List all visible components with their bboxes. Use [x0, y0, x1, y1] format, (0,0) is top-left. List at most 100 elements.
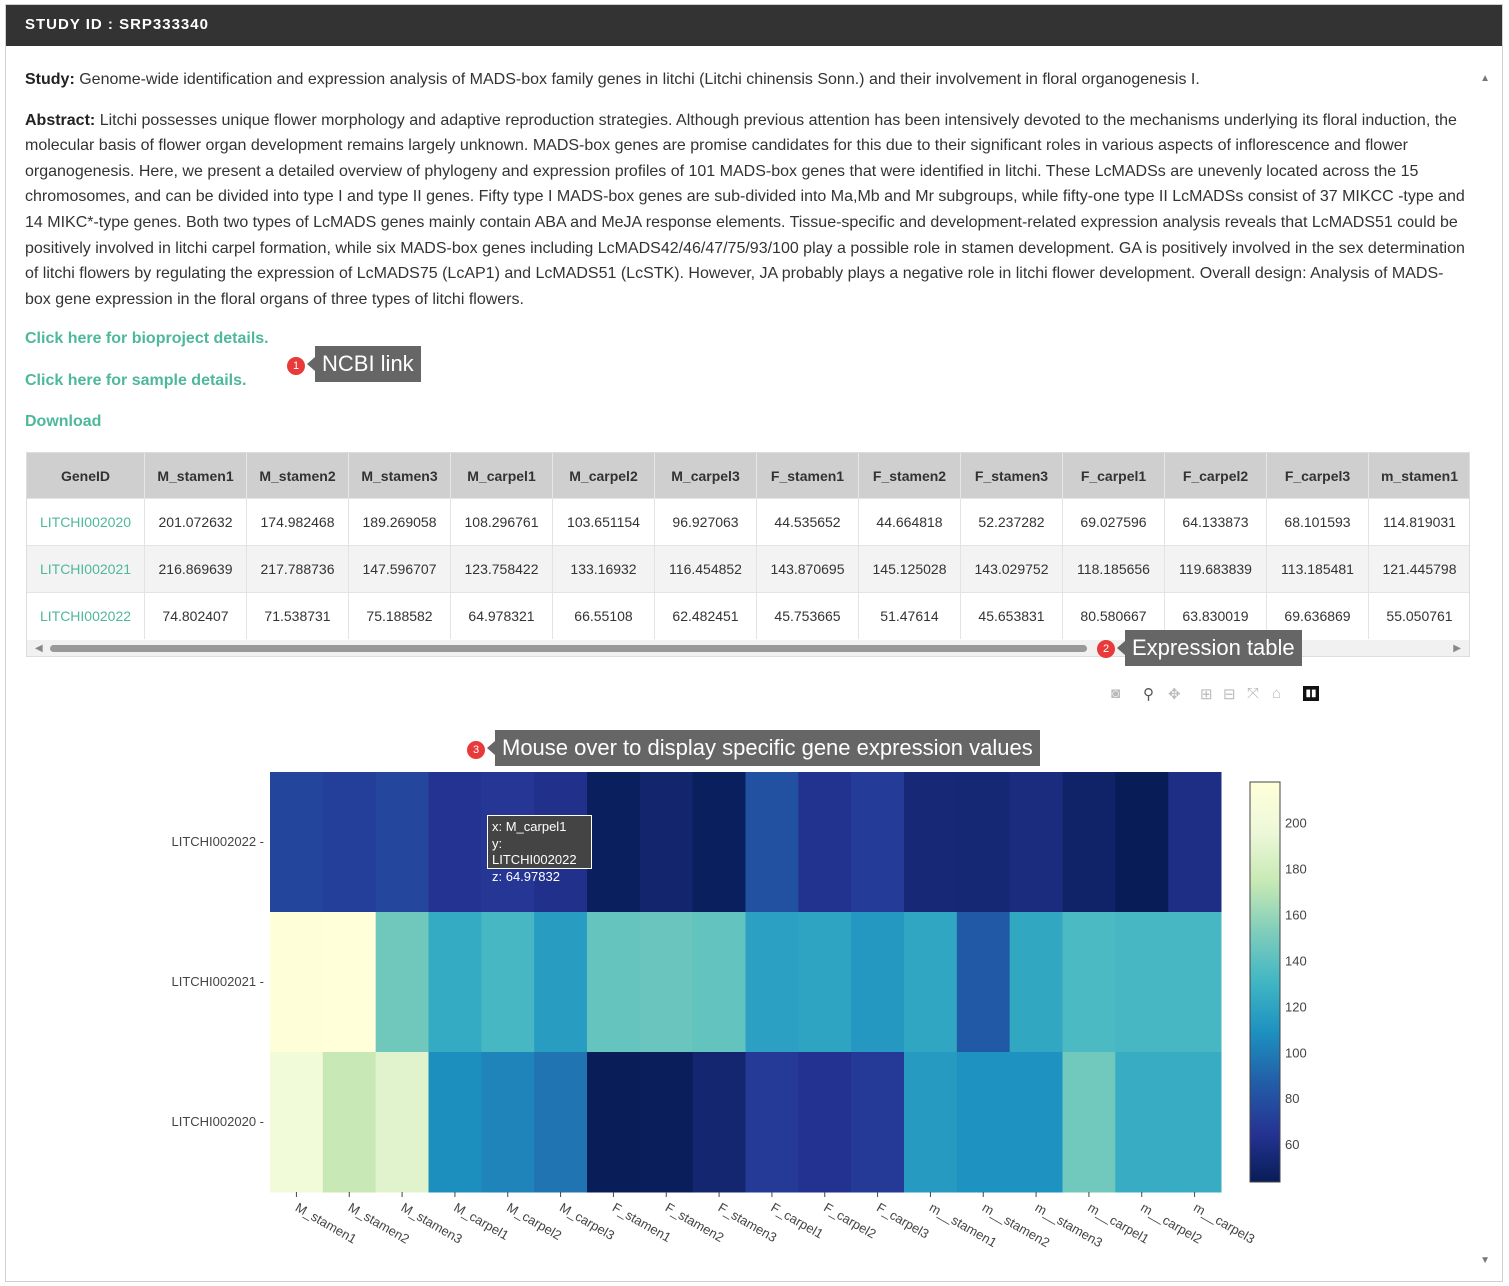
column-header-m_stamen1[interactable]: m_stamen1: [1368, 453, 1469, 499]
scroll-left-icon[interactable]: ◀: [35, 643, 43, 654]
heatmap-cell[interactable]: [904, 1052, 958, 1193]
expression-value-cell: 113.185481: [1266, 545, 1369, 593]
heatmap-cell[interactable]: [587, 772, 641, 913]
heatmap-cell[interactable]: [798, 1052, 852, 1193]
heatmap-cell[interactable]: [851, 912, 905, 1053]
heatmap-cell[interactable]: [956, 772, 1011, 913]
zoom-icon[interactable]: ⚲: [1143, 686, 1154, 703]
heatmap-cell[interactable]: [270, 912, 324, 1053]
column-header-m_stamen2[interactable]: M_stamen2: [246, 453, 349, 499]
heatmap-cell[interactable]: [587, 1052, 641, 1193]
heatmap-cell[interactable]: [481, 1052, 535, 1193]
autoscale-icon[interactable]: ⤧: [1247, 685, 1260, 702]
heatmap-cell[interactable]: [322, 912, 377, 1053]
heatmap-cell[interactable]: [851, 772, 905, 913]
column-header-m_carpel3[interactable]: M_carpel3: [654, 453, 757, 499]
heatmap-cell[interactable]: [534, 912, 588, 1053]
heatmap-cell[interactable]: [745, 912, 799, 1053]
heatmap-cell[interactable]: [428, 1052, 482, 1193]
expression-value-cell: 216.869639: [144, 545, 247, 593]
camera-icon[interactable]: ◙: [1111, 685, 1121, 702]
heatmap-cell[interactable]: [1168, 1052, 1222, 1193]
pan-icon[interactable]: ✥: [1168, 686, 1181, 703]
reset-axes-icon[interactable]: ⌂: [1272, 685, 1282, 702]
expression-value-cell: 217.788736: [246, 545, 349, 593]
heatmap-cell[interactable]: [798, 912, 852, 1053]
column-header-m_carpel1[interactable]: M_carpel1: [450, 453, 553, 499]
heatmap-cell[interactable]: [692, 1052, 746, 1193]
column-header-m_carpel2[interactable]: M_carpel2: [552, 453, 655, 499]
heatmap-cell[interactable]: [375, 1052, 429, 1193]
expression-value-cell: 51.47614: [858, 592, 961, 639]
heatmap-cell[interactable]: [1062, 912, 1116, 1053]
heatmap-cell[interactable]: [692, 772, 746, 913]
heatmap-cell[interactable]: [1062, 1052, 1116, 1193]
heatmap-cell[interactable]: [534, 1052, 588, 1193]
gene-id-link[interactable]: LITCHI002020: [27, 498, 145, 546]
column-header-m_stamen3[interactable]: M_stamen3: [348, 453, 451, 499]
scrollbar-thumb[interactable]: [50, 645, 1087, 652]
sample-link[interactable]: Click here for sample details.: [25, 372, 247, 389]
expression-table: GeneID M_stamen1 M_stamen2 M_stamen3 M_carpe…: [27, 453, 1469, 639]
heatmap-cell[interactable]: [956, 912, 1011, 1053]
column-header-geneid[interactable]: GeneID: [27, 453, 145, 499]
plotly-logo-icon[interactable]: ▮▮: [1303, 686, 1319, 701]
heatmap-cell[interactable]: [1115, 1052, 1169, 1193]
expression-value-cell: 114.819031: [1368, 498, 1469, 546]
heatmap-cell[interactable]: [428, 772, 482, 913]
scroll-down-icon[interactable]: ▼: [1480, 1255, 1490, 1266]
heatmap-cell[interactable]: [692, 912, 746, 1053]
heatmap-cell[interactable]: [1115, 772, 1169, 913]
heatmap-cell[interactable]: [481, 912, 535, 1053]
column-header-f_carpel3[interactable]: F_carpel3: [1266, 453, 1369, 499]
heatmap-cell[interactable]: [904, 912, 958, 1053]
download-link[interactable]: Download: [25, 413, 102, 430]
column-header-m_stamen1[interactable]: M_stamen1: [144, 453, 247, 499]
heatmap-cell[interactable]: [1168, 772, 1222, 913]
heatmap-cell[interactable]: [428, 912, 482, 1053]
heatmap-cell[interactable]: [639, 1052, 694, 1193]
heatmap-cell[interactable]: [587, 912, 641, 1053]
colorbar-tick-label: 120: [1285, 999, 1307, 1014]
heatmap-cell[interactable]: [270, 772, 324, 913]
column-header-f_stamen2[interactable]: F_stamen2: [858, 453, 961, 499]
heatmap-cell[interactable]: [639, 772, 694, 913]
colorbar-tick-label: 180: [1285, 861, 1307, 876]
heatmap-cell[interactable]: [745, 772, 799, 913]
heatmap-cell[interactable]: [851, 1052, 905, 1193]
bioproject-link[interactable]: Click here for bioproject details.: [25, 330, 269, 347]
heatmap-cell[interactable]: [270, 1052, 324, 1193]
gene-id-link[interactable]: LITCHI002021: [27, 545, 145, 593]
zoom-in-icon[interactable]: ⊞: [1200, 686, 1213, 703]
heatmap-cell[interactable]: [639, 912, 694, 1053]
heatmap-cell[interactable]: [956, 1052, 1011, 1193]
heatmap-cell[interactable]: [1115, 912, 1169, 1053]
expression-value-cell: 133.16932: [552, 545, 655, 593]
heatmap-chart[interactable]: LITCHI002022 - LITCHI002021 - LITCHI002020…: [6, 695, 1503, 1255]
column-header-f_stamen3[interactable]: F_stamen3: [960, 453, 1063, 499]
scroll-up-icon[interactable]: ▲: [1480, 73, 1490, 84]
heatmap-cell[interactable]: [375, 772, 429, 913]
heatmap-cell[interactable]: [1009, 1052, 1063, 1193]
abstract-label: Abstract:: [25, 111, 96, 129]
heatmap-cell[interactable]: [904, 772, 958, 913]
expression-value-cell: 116.454852: [654, 545, 757, 593]
heatmap-cell[interactable]: [798, 772, 852, 913]
heatmap-cell[interactable]: [375, 912, 429, 1053]
column-header-f_carpel2[interactable]: F_carpel2: [1164, 453, 1267, 499]
column-header-f_stamen1[interactable]: F_stamen1: [756, 453, 859, 499]
expression-table-container: GeneID M_stamen1 M_stamen2 M_stamen3 M_carpe…: [26, 452, 1470, 657]
zoom-out-icon[interactable]: ⊟: [1223, 686, 1236, 703]
scroll-right-icon[interactable]: ▶: [1453, 643, 1461, 654]
gene-id-link[interactable]: LITCHI002022: [27, 592, 145, 639]
heatmap-cell[interactable]: [322, 772, 377, 913]
heatmap-cell[interactable]: [1009, 912, 1063, 1053]
expression-value-cell: 119.683839: [1164, 545, 1267, 593]
heatmap-cell[interactable]: [322, 1052, 377, 1193]
column-header-f_carpel1[interactable]: F_carpel1: [1062, 453, 1165, 499]
heatmap-cell[interactable]: [1062, 772, 1116, 913]
heatmap-cell[interactable]: [745, 1052, 799, 1193]
heatmap-cell[interactable]: [1168, 912, 1222, 1053]
heatmap-cell[interactable]: [1009, 772, 1063, 913]
study-paragraph: Study: Genome-wide identification and ex…: [25, 67, 1465, 93]
